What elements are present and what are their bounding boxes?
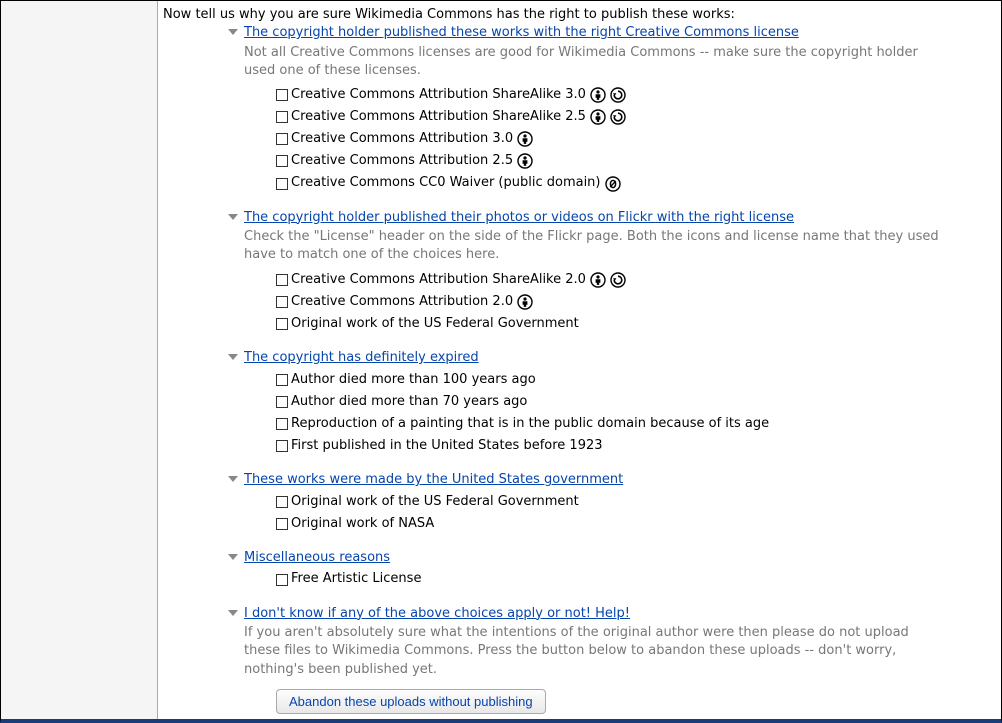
chevron-down-icon: [228, 214, 238, 220]
license-section: The copyright has definitely expiredAuth…: [248, 349, 981, 457]
checkbox[interactable]: [276, 396, 288, 408]
option-label: Original work of the US Federal Governme…: [291, 314, 579, 334]
section-header[interactable]: The copyright holder published their pho…: [228, 209, 981, 227]
by-icon: [517, 131, 533, 147]
license-option[interactable]: Author died more than 70 years ago: [276, 391, 981, 413]
intro-text: Now tell us why you are sure Wikimedia C…: [248, 7, 981, 22]
license-section: The copyright holder published their pho…: [248, 209, 981, 335]
checkbox[interactable]: [276, 374, 288, 386]
chevron-down-icon: [228, 554, 238, 560]
section-description: If you aren't absolutely sure what the i…: [244, 624, 941, 679]
license-section: I don't know if any of the above choices…: [248, 605, 981, 714]
checkbox[interactable]: [276, 111, 288, 123]
license-section: These works were made by the United Stat…: [248, 471, 981, 535]
option-label: Creative Commons Attribution 2.0: [291, 292, 513, 312]
section-title-link[interactable]: Miscellaneous reasons: [244, 549, 390, 567]
abandon-uploads-button[interactable]: Abandon these uploads without publishing: [276, 689, 546, 714]
chevron-down-icon: [228, 29, 238, 35]
chevron-down-icon: [228, 354, 238, 360]
options-list: Free Artistic License: [276, 568, 981, 590]
license-option[interactable]: Creative Commons Attribution 3.0: [276, 128, 981, 150]
license-option[interactable]: Original work of the US Federal Governme…: [276, 491, 981, 513]
option-label: Creative Commons CC0 Waiver (public doma…: [291, 173, 601, 193]
option-label: Author died more than 70 years ago: [291, 392, 527, 412]
section-title-link[interactable]: The copyright holder published these wor…: [244, 24, 799, 42]
options-list: Original work of the US Federal Governme…: [276, 491, 981, 535]
option-label: Original work of the US Federal Governme…: [291, 492, 579, 512]
license-option[interactable]: Creative Commons Attribution 2.5: [276, 150, 981, 172]
checkbox[interactable]: [276, 274, 288, 286]
content-area: Now tell us why you are sure Wikimedia C…: [158, 1, 1001, 719]
checkbox[interactable]: [276, 440, 288, 452]
by-icon: [517, 153, 533, 169]
options-list: Author died more than 100 years agoAutho…: [276, 369, 981, 458]
options-list: Creative Commons Attribution ShareAlike …: [276, 269, 981, 335]
license-option[interactable]: Author died more than 100 years ago: [276, 369, 981, 391]
section-header[interactable]: Miscellaneous reasons: [228, 549, 981, 567]
checkbox[interactable]: [276, 89, 288, 101]
section-title-link[interactable]: These works were made by the United Stat…: [244, 471, 623, 489]
license-option[interactable]: First published in the United States bef…: [276, 435, 981, 457]
option-label: Free Artistic License: [291, 569, 421, 589]
option-label: Creative Commons Attribution ShareAlike …: [291, 270, 586, 290]
option-label: Creative Commons Attribution 3.0: [291, 129, 513, 149]
left-gutter: [1, 1, 158, 719]
sa-icon: [610, 87, 626, 103]
by-icon: [590, 109, 606, 125]
by-icon: [590, 87, 606, 103]
option-label: Author died more than 100 years ago: [291, 370, 536, 390]
sa-icon: [610, 109, 626, 125]
section-header[interactable]: The copyright has definitely expired: [228, 349, 981, 367]
by-icon: [590, 272, 606, 288]
checkbox[interactable]: [276, 296, 288, 308]
checkbox[interactable]: [276, 518, 288, 530]
checkbox[interactable]: [276, 496, 288, 508]
option-label: Original work of NASA: [291, 514, 434, 534]
chevron-down-icon: [228, 610, 238, 616]
checkbox[interactable]: [276, 155, 288, 167]
license-option[interactable]: Creative Commons Attribution ShareAlike …: [276, 84, 981, 106]
license-section: Miscellaneous reasonsFree Artistic Licen…: [248, 549, 981, 591]
section-header[interactable]: The copyright holder published these wor…: [228, 24, 981, 42]
option-label: Creative Commons Attribution ShareAlike …: [291, 85, 586, 105]
section-description: Check the "License" header on the side o…: [244, 228, 941, 264]
checkbox[interactable]: [276, 318, 288, 330]
options-list: Creative Commons Attribution ShareAlike …: [276, 84, 981, 195]
by-icon: [517, 294, 533, 310]
section-description: Not all Creative Commons licenses are go…: [244, 44, 941, 80]
license-option[interactable]: Original work of NASA: [276, 513, 981, 535]
license-option[interactable]: Original work of the US Federal Governme…: [276, 313, 981, 335]
option-label: First published in the United States bef…: [291, 436, 603, 456]
section-header[interactable]: I don't know if any of the above choices…: [228, 605, 981, 623]
section-header[interactable]: These works were made by the United Stat…: [228, 471, 981, 489]
zero-icon: [605, 176, 621, 192]
option-label: Creative Commons Attribution 2.5: [291, 151, 513, 171]
chevron-down-icon: [228, 476, 238, 482]
section-title-link[interactable]: The copyright has definitely expired: [244, 349, 479, 367]
license-option[interactable]: Creative Commons Attribution ShareAlike …: [276, 269, 981, 291]
license-option[interactable]: Creative Commons Attribution ShareAlike …: [276, 106, 981, 128]
checkbox[interactable]: [276, 574, 288, 586]
license-option[interactable]: Creative Commons Attribution 2.0: [276, 291, 981, 313]
checkbox[interactable]: [276, 418, 288, 430]
page-root: Now tell us why you are sure Wikimedia C…: [1, 1, 1001, 719]
section-title-link[interactable]: The copyright holder published their pho…: [244, 209, 794, 227]
sa-icon: [610, 272, 626, 288]
section-title-link[interactable]: I don't know if any of the above choices…: [244, 605, 630, 623]
option-label: Creative Commons Attribution ShareAlike …: [291, 107, 586, 127]
license-option[interactable]: Creative Commons CC0 Waiver (public doma…: [276, 172, 981, 194]
checkbox[interactable]: [276, 133, 288, 145]
license-option[interactable]: Free Artistic License: [276, 568, 981, 590]
checkbox[interactable]: [276, 178, 288, 190]
license-section: The copyright holder published these wor…: [248, 24, 981, 195]
option-label: Reproduction of a painting that is in th…: [291, 414, 769, 434]
license-option[interactable]: Reproduction of a painting that is in th…: [276, 413, 981, 435]
